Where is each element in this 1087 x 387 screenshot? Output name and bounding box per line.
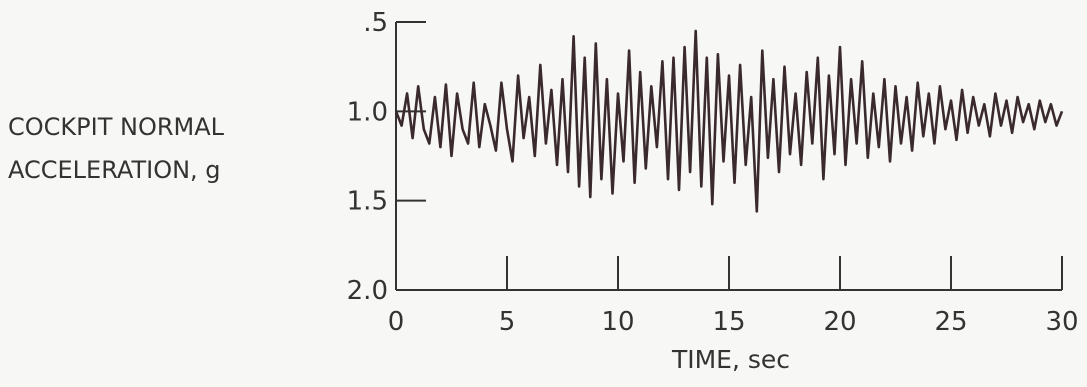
x-tick-label: 0 xyxy=(388,307,405,337)
series-group xyxy=(394,29,1064,213)
x-tick-label: 15 xyxy=(712,307,745,337)
y-ticks: .5 1.0 1.5 2.0 xyxy=(347,8,426,306)
acceleration-trace xyxy=(394,29,1064,213)
x-tick-label: 10 xyxy=(601,307,634,337)
ylabel-line-2: ACCELERATION, g xyxy=(8,156,221,184)
x-tick-label: 20 xyxy=(823,307,856,337)
xlabel: TIME, sec xyxy=(671,345,790,374)
x-tick-label: 5 xyxy=(499,307,516,337)
y-tick-label: .5 xyxy=(363,8,388,38)
x-tick-label: 30 xyxy=(1045,307,1078,337)
x-tick-label: 25 xyxy=(934,307,967,337)
y-tick-label: 1.5 xyxy=(347,187,388,217)
y-tick-label: 1.0 xyxy=(347,97,388,127)
ylabel-line-1: COCKPIT NORMAL xyxy=(8,113,225,141)
y-tick-label: 2.0 xyxy=(347,276,388,306)
x-ticks: 0 5 10 15 20 25 30 xyxy=(388,256,1079,337)
